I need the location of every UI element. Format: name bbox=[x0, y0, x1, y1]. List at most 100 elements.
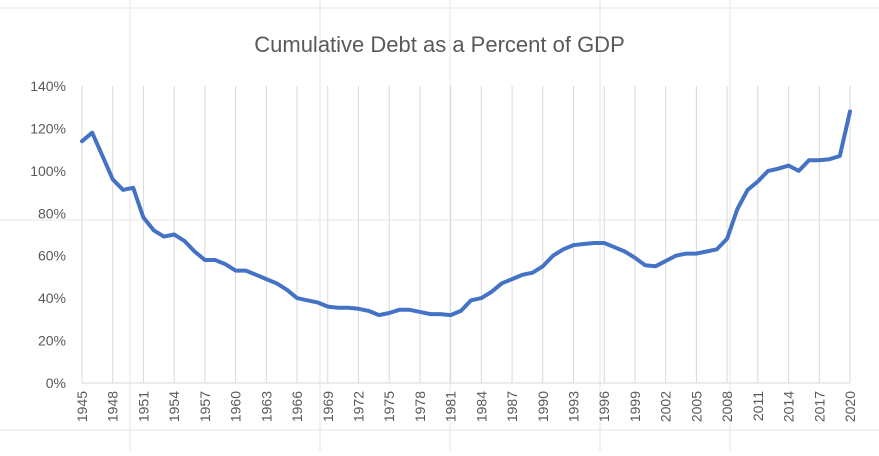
data-point bbox=[542, 266, 543, 267]
data-point bbox=[317, 302, 318, 303]
data-point bbox=[634, 257, 635, 258]
x-tick-label: 2014 bbox=[781, 391, 797, 422]
x-tick-label: 2008 bbox=[719, 391, 735, 422]
x-tick-label: 1969 bbox=[320, 391, 336, 422]
x-tick-label: 1996 bbox=[596, 391, 612, 422]
data-point bbox=[256, 274, 257, 275]
y-tick-label: 80% bbox=[38, 205, 66, 221]
y-tick-label: 40% bbox=[38, 290, 66, 306]
x-tick-label: 1957 bbox=[197, 391, 213, 422]
data-point bbox=[768, 170, 769, 171]
x-tick-label: 1984 bbox=[473, 391, 489, 422]
data-point bbox=[399, 309, 400, 310]
data-point bbox=[235, 270, 236, 271]
data-point bbox=[583, 244, 584, 245]
x-tick-label: 1954 bbox=[166, 391, 182, 422]
data-point bbox=[471, 300, 472, 301]
data-point bbox=[348, 307, 349, 308]
x-tick-label: 1975 bbox=[381, 391, 397, 422]
data-point bbox=[266, 279, 267, 280]
data-point bbox=[604, 242, 605, 243]
data-point bbox=[153, 230, 154, 231]
data-point bbox=[122, 189, 123, 190]
data-point bbox=[716, 249, 717, 250]
x-tick-label: 1981 bbox=[443, 391, 459, 422]
data-point bbox=[501, 283, 502, 284]
data-point bbox=[297, 298, 298, 299]
x-tick-label: 2017 bbox=[811, 391, 827, 422]
x-tick-label: 1951 bbox=[135, 391, 151, 422]
x-tick-label: 1960 bbox=[228, 391, 244, 422]
data-point bbox=[92, 132, 93, 133]
data-point bbox=[440, 314, 441, 315]
data-point bbox=[338, 307, 339, 308]
data-point bbox=[675, 255, 676, 256]
x-tick-label: 1993 bbox=[566, 391, 582, 422]
chart-title: Cumulative Debt as a Percent of GDP bbox=[254, 32, 625, 57]
data-point bbox=[819, 160, 820, 161]
data-point bbox=[809, 160, 810, 161]
data-point bbox=[245, 270, 246, 271]
data-point bbox=[686, 253, 687, 254]
data-point bbox=[522, 274, 523, 275]
data-point bbox=[409, 309, 410, 310]
x-tick-label: 2011 bbox=[750, 391, 766, 421]
data-point bbox=[573, 245, 574, 246]
data-point bbox=[798, 170, 799, 171]
data-point bbox=[829, 159, 830, 160]
data-point bbox=[460, 310, 461, 311]
data-point bbox=[194, 251, 195, 252]
data-point bbox=[102, 156, 103, 157]
data-point bbox=[737, 209, 738, 210]
data-point bbox=[839, 156, 840, 157]
data-point bbox=[419, 311, 420, 312]
x-tick-label: 1978 bbox=[412, 391, 428, 422]
x-tick-label: 1972 bbox=[350, 391, 366, 422]
data-point bbox=[276, 283, 277, 284]
data-point bbox=[655, 266, 656, 267]
data-point bbox=[624, 251, 625, 252]
data-point bbox=[594, 242, 595, 243]
x-tick-label: 2020 bbox=[842, 391, 858, 422]
data-point bbox=[450, 315, 451, 316]
data-point bbox=[184, 240, 185, 241]
series-line bbox=[80, 109, 852, 318]
data-point bbox=[286, 289, 287, 290]
data-point bbox=[645, 265, 646, 266]
data-point bbox=[757, 181, 758, 182]
data-point bbox=[850, 111, 851, 112]
data-point bbox=[307, 300, 308, 301]
data-point bbox=[389, 312, 390, 313]
y-tick-label: 60% bbox=[38, 248, 66, 264]
data-point bbox=[614, 247, 615, 248]
data-point bbox=[788, 165, 789, 166]
x-tick-label: 1966 bbox=[289, 391, 305, 422]
data-point bbox=[327, 306, 328, 307]
data-point bbox=[778, 168, 779, 169]
data-point bbox=[491, 291, 492, 292]
y-tick-label: 140% bbox=[30, 78, 66, 94]
data-point bbox=[481, 298, 482, 299]
data-point bbox=[378, 315, 379, 316]
data-point bbox=[133, 187, 134, 188]
data-point bbox=[430, 314, 431, 315]
data-point bbox=[665, 261, 666, 262]
y-tick-label: 0% bbox=[46, 375, 66, 391]
x-tick-label: 2005 bbox=[688, 391, 704, 422]
x-tick-label: 1987 bbox=[504, 391, 520, 422]
data-point bbox=[696, 253, 697, 254]
data-point bbox=[225, 264, 226, 265]
data-point bbox=[553, 255, 554, 256]
data-point bbox=[204, 259, 205, 260]
x-tick-label: 1948 bbox=[105, 391, 121, 422]
data-point bbox=[163, 236, 164, 237]
y-tick-label: 120% bbox=[30, 120, 66, 136]
data-point bbox=[706, 251, 707, 252]
x-tick-label: 1963 bbox=[258, 391, 274, 422]
data-point bbox=[215, 259, 216, 260]
data-point bbox=[747, 189, 748, 190]
data-point bbox=[563, 249, 564, 250]
y-tick-label: 100% bbox=[30, 163, 66, 179]
